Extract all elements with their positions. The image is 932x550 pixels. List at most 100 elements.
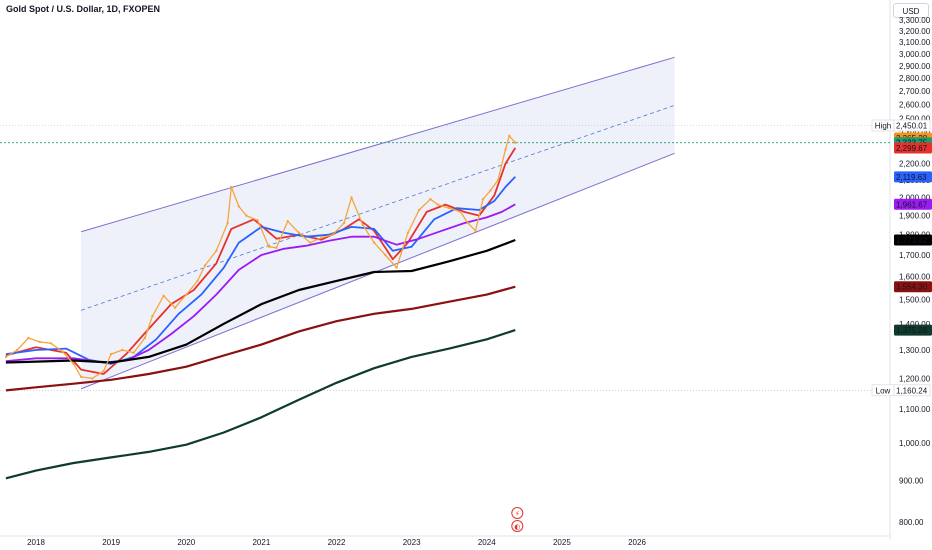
lightning-icon-glyph: ⚡ — [515, 510, 520, 518]
price-point — [320, 236, 323, 239]
x-tick-label: 2020 — [177, 538, 195, 547]
price-point — [286, 220, 289, 223]
price-point — [102, 369, 105, 373]
price-point — [237, 205, 240, 208]
high-value-box — [893, 119, 931, 132]
price-point — [459, 210, 462, 214]
earnings-icon-glyph: ◐ — [514, 523, 520, 531]
price-point — [297, 231, 301, 234]
x-tick-label: 2019 — [102, 538, 120, 547]
chart-title: Gold Spot / U.S. Dollar, 1D, FXOPEN — [6, 4, 161, 14]
price-point — [267, 245, 271, 248]
channel-upper-line — [80, 56, 675, 233]
currency-button[interactable]: USD — [893, 3, 929, 18]
y-tick-label: 2,000.00 — [899, 193, 931, 202]
lightning-icon — [511, 507, 524, 519]
price-point — [474, 229, 477, 232]
y-tick-label: 900.00 — [899, 476, 924, 485]
y-tick-label: 3,000.00 — [899, 50, 931, 59]
x-tick-label: 2025 — [553, 538, 571, 547]
price-point — [342, 221, 346, 225]
price-tag-label: 1,375.28 — [896, 326, 928, 335]
y-tick-label: 2,700.00 — [899, 87, 931, 96]
moving-average-line — [5, 329, 516, 480]
price-point — [132, 351, 135, 354]
low-tag-label: Low — [876, 386, 891, 395]
y-tick-label: 1,600.00 — [899, 272, 931, 281]
moving-average-line — [5, 285, 516, 392]
price-tag-box — [894, 324, 932, 336]
high-value-label: 2,450.01 — [896, 122, 928, 131]
price-point — [429, 198, 432, 201]
y-tick-label: 1,100.00 — [899, 405, 931, 414]
price-point — [185, 293, 188, 296]
price-point — [372, 241, 376, 244]
price-point — [49, 342, 53, 345]
y-tick-label: 2,800.00 — [899, 74, 931, 83]
price-point — [256, 219, 259, 222]
price-tag-box — [894, 281, 932, 293]
y-tick-label: 800.00 — [899, 518, 924, 527]
price-point — [61, 350, 64, 353]
price-point — [436, 203, 440, 206]
y-tick-label: 2,600.00 — [899, 100, 931, 109]
price-point — [384, 253, 387, 257]
price-point — [481, 198, 485, 201]
price-point — [91, 377, 94, 380]
price-tag-box — [894, 142, 932, 154]
price-point — [79, 375, 83, 379]
price-point — [361, 223, 364, 227]
y-tick-label: 1,400.00 — [899, 320, 931, 329]
price-tag-label: 1,773.42 — [896, 236, 928, 245]
y-tick-label: 3,300.00 — [899, 16, 931, 25]
price-tag-box — [894, 198, 932, 210]
price-point — [496, 178, 500, 182]
price-point — [309, 241, 312, 244]
price-point — [196, 279, 199, 283]
price-tag-box — [894, 234, 932, 246]
price-point — [331, 233, 334, 236]
x-tick-label: 2022 — [328, 538, 346, 547]
price-point — [508, 134, 511, 137]
price-point — [350, 196, 353, 199]
price-point — [173, 306, 177, 309]
y-tick-label: 2,200.00 — [899, 160, 931, 169]
price-point — [466, 221, 470, 225]
y-tick-label: 1,300.00 — [899, 346, 931, 355]
x-tick-label: 2023 — [403, 538, 421, 547]
price-point — [226, 221, 229, 225]
price-point — [489, 189, 492, 192]
price-point — [38, 340, 41, 344]
price-tag-label: 1,961.67 — [896, 200, 928, 209]
price-point — [143, 336, 147, 340]
price-point — [162, 294, 165, 297]
price-point — [514, 141, 517, 144]
price-tag-label: 1,554.30 — [896, 283, 928, 292]
y-tick-label: 2,500.00 — [899, 114, 931, 123]
high-tag-label: High — [875, 122, 891, 131]
low-value-label: 1,160.24 — [896, 386, 928, 395]
y-tick-label: 1,000.00 — [899, 439, 931, 448]
price-point — [417, 208, 421, 212]
price-tag-label: 2,119.63 — [896, 173, 927, 182]
price-point — [151, 315, 154, 318]
y-tick-label: 1,900.00 — [899, 212, 931, 221]
moving-average-line — [5, 238, 516, 364]
moving-average-line — [5, 176, 516, 365]
x-tick-label: 2024 — [478, 538, 496, 547]
y-tick-label: 1,700.00 — [899, 251, 931, 260]
x-tick-label: 2018 — [27, 538, 45, 547]
price-point — [395, 266, 398, 269]
price-point — [275, 246, 278, 249]
y-tick-label: 1,200.00 — [899, 374, 931, 383]
x-tick-label: 2021 — [252, 538, 270, 547]
y-tick-label: 3,200.00 — [899, 27, 931, 36]
y-tick-label: 2,900.00 — [899, 62, 931, 71]
channel-fill — [81, 57, 675, 389]
price-point — [215, 249, 218, 252]
price-point — [504, 148, 507, 151]
low-value-box — [893, 384, 931, 397]
y-tick-label: 3,100.00 — [899, 38, 931, 47]
price-point — [16, 348, 19, 352]
